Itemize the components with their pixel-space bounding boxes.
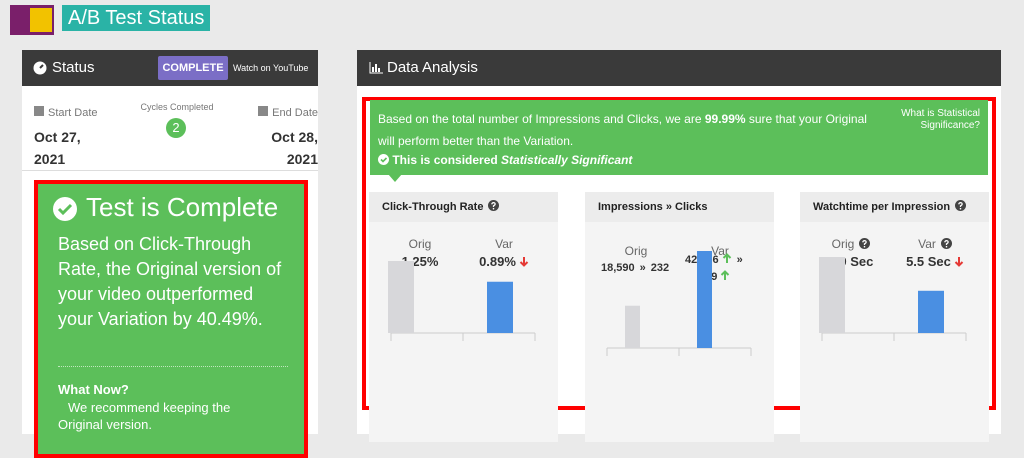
orig-impressions: 18,590 [601, 262, 635, 274]
help-link[interactable]: What is Statistical Significance? [901, 108, 980, 131]
metric-card: Watchtime per Impression Orig Var 9.9 Sec 5.… [800, 192, 989, 442]
orig-bar [819, 257, 845, 333]
mini-chart [819, 257, 967, 341]
youtube-link[interactable]: Watch on YouTube [233, 63, 309, 73]
metric-card: Click-Through Rate Orig Var 1.25% 0.89% [369, 192, 558, 442]
card-title-text: Watchtime per Impression [813, 201, 951, 213]
var-value: 0.89% [469, 254, 539, 269]
next-title: What Now? [58, 382, 129, 397]
divider [22, 170, 318, 171]
help-icon[interactable] [955, 200, 967, 211]
metric-card: Impressions » ClicksOrigVar18,590»23242,… [585, 192, 774, 442]
analysis-heading: Data Analysis [387, 59, 478, 76]
status-heading: Status [52, 59, 95, 76]
orig-clicks: 232 [650, 262, 670, 274]
help-icon[interactable] [859, 238, 871, 249]
var-label-text: Var [711, 244, 729, 258]
var-bar [487, 281, 513, 333]
next-body: We recommend keeping the Original versio… [58, 400, 231, 432]
card-title: Impressions » Clicks [585, 192, 774, 222]
var-label-text: Var [495, 237, 513, 251]
verdict-term: Statistically Significant [501, 153, 633, 167]
check-icon [53, 197, 77, 221]
start-date: Oct 27, 2021 [34, 129, 81, 167]
var-label: Var [479, 237, 529, 251]
verdict: This is considered Statistically Signifi… [378, 153, 632, 167]
orig-bar [388, 261, 414, 333]
result-body: Based on Click-Through Rate, the Origina… [58, 234, 282, 329]
significance-banner: Based on the total number of Impressions… [370, 100, 988, 182]
var-value-text: 5.5 Sec [906, 254, 951, 269]
orig-label: Orig [611, 244, 661, 258]
verdict-check [378, 154, 389, 165]
card-title: Click-Through Rate [369, 192, 558, 222]
analysis-header: Data Analysis [357, 50, 1001, 86]
separator: » [736, 254, 743, 266]
orig-label-text: Orig [408, 237, 432, 251]
chart-icon [369, 62, 383, 74]
result-title: Test is Complete [86, 192, 279, 222]
down-arrow [519, 257, 529, 267]
var-bar [918, 290, 944, 333]
chart-axis [821, 332, 967, 341]
card-title: Watchtime per Impression [800, 192, 989, 222]
orig-bar [625, 305, 640, 348]
page-title: A/B Test Status [62, 5, 211, 31]
orig-label-text: Orig [831, 237, 855, 251]
result-divider [58, 366, 288, 367]
result-box: Test is Complete Based on Click-Through … [34, 180, 308, 458]
logo [10, 5, 54, 35]
separator: » [639, 262, 646, 274]
cycles-label: Cycles Completed [140, 102, 214, 112]
start-label-text: Start Date [48, 107, 98, 119]
mini-chart [388, 261, 536, 341]
var-value-text: 0.89% [479, 254, 516, 269]
cycles-count: 2 [166, 118, 186, 138]
end-date: Oct 28, 2021 [271, 129, 318, 167]
verdict-pre: This is considered [392, 153, 502, 167]
up-arrow [722, 253, 731, 263]
page: A/B Test Status Status COMPLETE Watch on… [10, 5, 1001, 458]
down-arrow [954, 257, 964, 267]
banner-text: Based on the total number of Impressions… [378, 108, 878, 152]
complete-badge: COMPLETE [158, 56, 228, 80]
help-icon[interactable] [488, 200, 500, 211]
up-arrow [721, 270, 730, 280]
orig-counts: 18,590 » 232 [601, 262, 669, 274]
analysis-panel: Data Analysis Based on the total number … [357, 50, 1001, 442]
var-bar [697, 251, 712, 348]
banner-pre: Based on the total number of Impressions… [378, 112, 705, 126]
banner-confidence: 99.99% [704, 112, 746, 126]
logo-mark [30, 8, 52, 32]
orig-label: Orig [395, 237, 445, 251]
card-title-text: Click-Through Rate [382, 201, 484, 213]
status-panel: Status COMPLETE Watch on YouTube Start D… [22, 50, 318, 458]
banner-post: sure that your Original will perform bet… [378, 112, 867, 148]
var-label: Var [695, 244, 745, 258]
banner-caret [388, 174, 402, 182]
mini-chart [606, 251, 752, 356]
var-value: 5.5 Sec [900, 254, 970, 269]
status-header: Status COMPLETE Watch on YouTube [22, 50, 318, 86]
end-label: End Date [228, 106, 318, 119]
help-icon[interactable] [940, 238, 952, 249]
end-label-text: End Date [272, 107, 318, 119]
var-label-text: Var [918, 237, 936, 251]
orig-label: Orig [826, 237, 876, 251]
start-label: Start Date [34, 106, 98, 119]
chart-axis [390, 332, 536, 341]
gauge-icon [33, 61, 47, 75]
var-label: Var [910, 237, 960, 251]
chart-axis [606, 347, 752, 356]
orig-label-text: Orig [624, 244, 648, 258]
card-title-text: Impressions » Clicks [598, 201, 708, 213]
